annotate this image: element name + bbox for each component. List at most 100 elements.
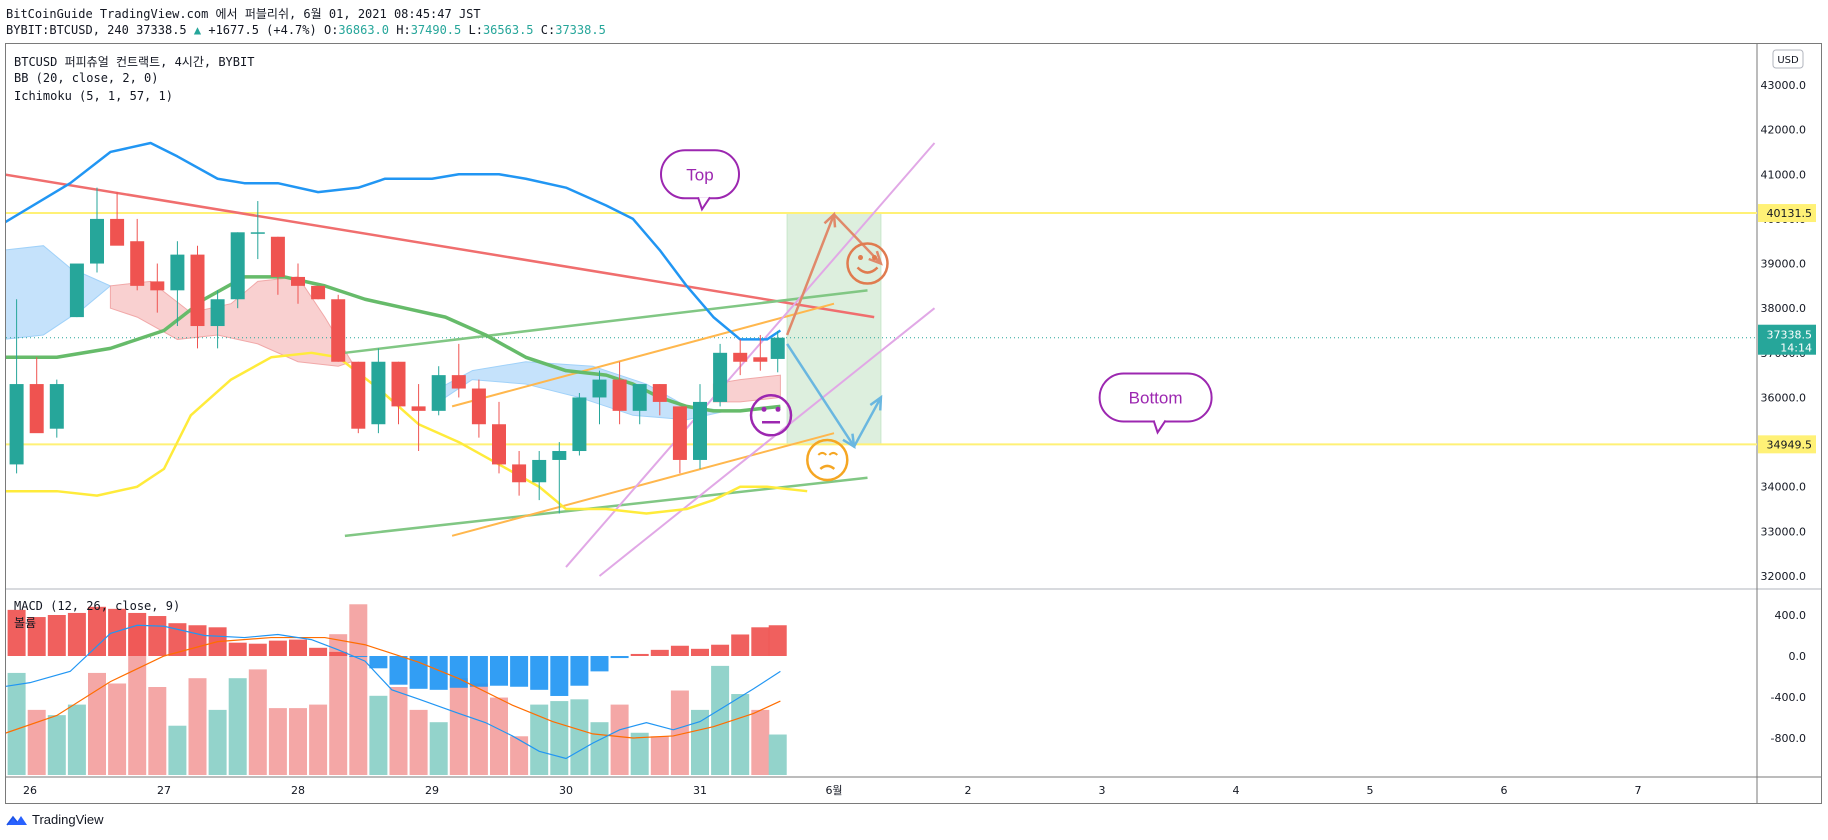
face-mouth — [819, 464, 836, 470]
candle — [693, 401, 707, 460]
neutral-face-icon — [749, 394, 793, 437]
macd-histogram-bar — [590, 656, 609, 672]
macd-histogram-bar — [228, 642, 247, 656]
time-tick-label: 31 — [693, 784, 707, 797]
volume-bar — [7, 672, 26, 775]
time-tick-label: 29 — [425, 784, 439, 797]
volume-bar — [329, 634, 348, 775]
volume-bar — [389, 687, 408, 775]
macd-histogram-bar — [510, 656, 529, 687]
interval: 240 — [107, 23, 129, 37]
time-tick-label: 3 — [1099, 784, 1106, 797]
macd-histogram-bar — [329, 651, 348, 656]
face-eye — [761, 406, 767, 412]
legend-macd[interactable]: MACD (12, 26, close, 9) — [14, 599, 181, 613]
candle — [532, 459, 547, 483]
volume-bar — [711, 665, 730, 775]
level-tag — [1758, 435, 1816, 454]
bar-countdown-label: 14:14 — [1780, 342, 1812, 355]
ichimoku-cloud-bull — [437, 361, 727, 421]
face-eye — [775, 406, 781, 412]
candle — [592, 379, 607, 398]
price-tick-label: 34000.0 — [1761, 481, 1807, 494]
orange-lower-trendline — [451, 432, 835, 537]
high-label: H: — [396, 23, 411, 37]
volume-bar — [610, 704, 629, 775]
level-tag-label: 40131.5 — [1767, 207, 1813, 220]
green-lower-trendline — [344, 476, 868, 538]
volume-bar — [88, 672, 106, 775]
macd-histogram-bar — [610, 656, 629, 659]
time-tick-label: 26 — [23, 784, 37, 797]
macd-histogram-bar — [389, 656, 408, 685]
candle — [612, 379, 627, 411]
candle — [351, 361, 366, 429]
volume-bar — [27, 709, 46, 775]
legend-ichimoku[interactable]: Ichimoku (5, 1, 57, 1) — [14, 89, 173, 103]
volume-bar — [208, 709, 227, 775]
high-value: 37490.5 — [410, 23, 462, 37]
price-tick-label: 33000.0 — [1761, 525, 1807, 538]
level-tag-label: 34949.5 — [1767, 438, 1813, 451]
candle — [492, 424, 506, 465]
macd-signal-line — [6, 636, 781, 739]
smile-face-icon — [846, 242, 889, 285]
volume-bar — [751, 709, 770, 775]
volume-bar — [670, 690, 689, 775]
volume-bar — [289, 708, 307, 775]
volume-bar — [248, 669, 267, 775]
volume-bar — [47, 715, 66, 775]
volume-bar — [691, 709, 709, 775]
macd-histogram-bar — [268, 640, 287, 656]
macd-histogram-bar — [67, 612, 86, 656]
last-price: 37338.5 — [136, 23, 187, 37]
green-upper-trendline — [344, 289, 868, 355]
legend-title[interactable]: BTCUSD 퍼피츄얼 컨트랙트, 4시간, BYBIT — [14, 55, 255, 69]
low-label: L: — [468, 23, 483, 37]
projection-up-path-mid-head — [823, 211, 837, 228]
callout-label: Top — [686, 165, 713, 184]
volume-bar — [510, 736, 529, 775]
violet-lower-channel — [598, 307, 936, 577]
macd-histogram-bar — [409, 656, 428, 689]
footer-brand[interactable]: TradingView — [6, 812, 104, 827]
macd-histogram-bar — [108, 608, 127, 656]
legend-bb[interactable]: BB (20, close, 2, 0) — [14, 71, 159, 85]
low-value: 36563.5 — [482, 23, 534, 37]
change-up-icon: ▲ — [193, 23, 202, 37]
bb-upper-line — [6, 141, 782, 341]
callout-tail — [1152, 419, 1167, 435]
volume-bar — [268, 708, 287, 775]
candle — [451, 375, 466, 389]
ichimoku-cloud-bull — [6, 245, 112, 340]
face-eye — [817, 451, 828, 456]
face-eye — [858, 255, 863, 261]
projection-box — [786, 212, 882, 445]
open-value: 36863.0 — [338, 23, 389, 37]
macd-tick-label: 400.0 — [1775, 609, 1807, 622]
face-eye — [872, 255, 877, 261]
price-tick-label: 32000.0 — [1761, 570, 1807, 583]
candle — [733, 352, 748, 362]
macd-histogram-bar — [88, 606, 106, 656]
candle — [713, 352, 728, 402]
price-pane: Top Bottom — [6, 141, 1757, 577]
macd-histogram-bar — [27, 617, 46, 656]
volume-bar — [768, 734, 787, 775]
volume-bar — [349, 604, 368, 775]
macd-histogram-bar — [550, 656, 569, 696]
footer-brand-label: TradingView — [32, 812, 104, 827]
macd-histogram-bar — [429, 656, 448, 690]
candle — [311, 285, 326, 300]
volume-bar — [449, 678, 468, 775]
projection-down-path-head — [869, 394, 883, 411]
face-mouth — [856, 266, 879, 274]
legend-volume[interactable]: 볼륨 — [14, 616, 37, 630]
chart-frame[interactable] — [5, 43, 1822, 804]
macd-histogram-bar — [289, 639, 307, 656]
time-tick-label: 2 — [965, 784, 972, 797]
callout-tail — [697, 196, 711, 212]
candle — [170, 254, 185, 291]
volume-bar — [530, 704, 549, 775]
